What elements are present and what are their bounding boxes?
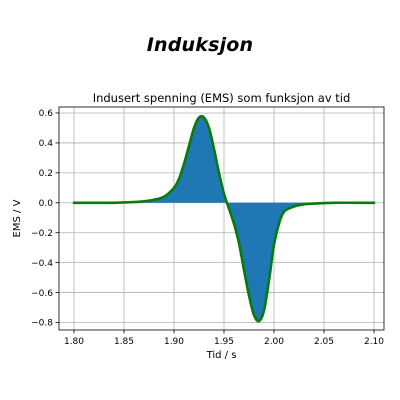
- chart-title: Indusert spenning (EMS) som funksjon av …: [93, 91, 351, 105]
- y-axis-label: EMS / V: [12, 199, 23, 237]
- y-tick-label: −0.8: [31, 319, 53, 329]
- x-tick-label: 1.80: [64, 337, 84, 347]
- x-tick-label: 1.95: [214, 337, 234, 347]
- plot-frame: [58, 106, 385, 331]
- x-tick-label: 2.05: [314, 337, 334, 347]
- x-tick-label: 2.10: [364, 337, 384, 347]
- x-tick-label: 1.85: [114, 337, 134, 347]
- series-line: [72, 114, 376, 323]
- y-tick-label: −0.4: [31, 259, 53, 269]
- y-tick-label: 0.4: [39, 139, 54, 149]
- y-tick-label: 0.6: [39, 109, 54, 119]
- x-tick-label: 1.90: [164, 337, 184, 347]
- x-axis-label: Tid / s: [206, 350, 237, 361]
- y-tick-label: −0.2: [31, 229, 53, 239]
- x-tick-label: 2.00: [264, 337, 284, 347]
- y-tick-label: 0.0: [39, 199, 54, 209]
- ticks: 1.80 1.85 1.90 1.95 2.00 2.05 2.10 0.6 0.4 0.2 0.0…: [31, 109, 384, 347]
- page-title: Induksjon: [146, 34, 254, 56]
- y-tick-label: 0.2: [39, 169, 53, 179]
- y-tick-label: −0.6: [31, 289, 53, 299]
- grid: [59, 107, 384, 330]
- emf-line: [72, 114, 376, 323]
